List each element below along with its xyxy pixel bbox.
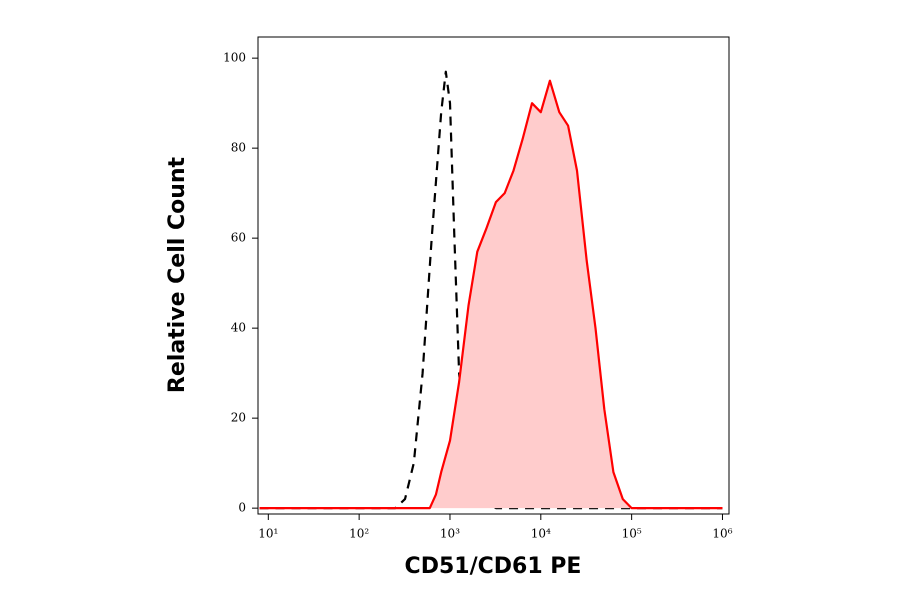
x-tick-label: 10² — [349, 527, 369, 541]
x-tick-label: 10⁵ — [622, 527, 642, 541]
y-tick-label: 100 — [223, 51, 246, 65]
y-tick-label: 60 — [231, 231, 246, 245]
series-line — [259, 79, 723, 510]
x-tick-label: 10⁴ — [531, 527, 551, 541]
y-tick-label: 80 — [231, 141, 246, 155]
y-tick-label: 0 — [238, 501, 246, 515]
x-axis-title: CD51/CD61 PE — [405, 554, 582, 579]
y-tick-label: 40 — [231, 321, 246, 335]
x-tick-label: 10³ — [440, 527, 460, 541]
plot-frame — [257, 36, 730, 515]
x-tick-label: 10¹ — [258, 527, 278, 541]
x-tick-label: 10⁶ — [712, 527, 732, 541]
y-axis-title: Relative Cell Count — [165, 156, 190, 393]
y-tick-label: 20 — [231, 411, 246, 425]
area-fill — [259, 80, 723, 509]
